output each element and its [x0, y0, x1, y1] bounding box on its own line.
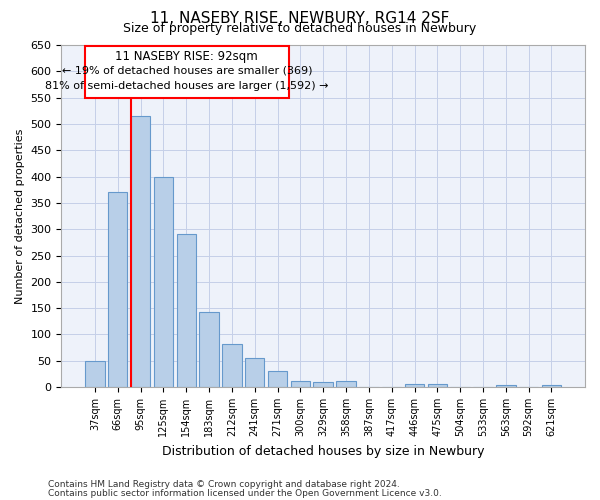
Text: 11, NASEBY RISE, NEWBURY, RG14 2SF: 11, NASEBY RISE, NEWBURY, RG14 2SF [151, 11, 449, 26]
Text: Contains public sector information licensed under the Open Government Licence v3: Contains public sector information licen… [48, 489, 442, 498]
Bar [405, 384, 424, 387]
Bar [108, 192, 127, 387]
Bar [222, 344, 242, 387]
X-axis label: Distribution of detached houses by size in Newbury: Distribution of detached houses by size … [162, 444, 484, 458]
Bar [245, 358, 265, 387]
Text: 11 NASEBY RISE: 92sqm: 11 NASEBY RISE: 92sqm [115, 50, 258, 63]
Bar [199, 312, 219, 387]
Bar [268, 372, 287, 387]
Bar [337, 381, 356, 387]
Bar [313, 382, 333, 387]
Y-axis label: Number of detached properties: Number of detached properties [15, 128, 25, 304]
Bar [131, 116, 150, 387]
Text: Size of property relative to detached houses in Newbury: Size of property relative to detached ho… [124, 22, 476, 35]
Bar [542, 385, 561, 387]
Text: Contains HM Land Registry data © Crown copyright and database right 2024.: Contains HM Land Registry data © Crown c… [48, 480, 400, 489]
Bar [176, 234, 196, 387]
Bar [428, 384, 447, 387]
Text: 81% of semi-detached houses are larger (1,592) →: 81% of semi-detached houses are larger (… [45, 82, 329, 92]
Bar [496, 385, 515, 387]
Bar [85, 46, 289, 98]
Bar [290, 382, 310, 387]
Bar [154, 176, 173, 387]
Bar [85, 361, 104, 387]
Text: ← 19% of detached houses are smaller (369): ← 19% of detached houses are smaller (36… [62, 66, 312, 76]
